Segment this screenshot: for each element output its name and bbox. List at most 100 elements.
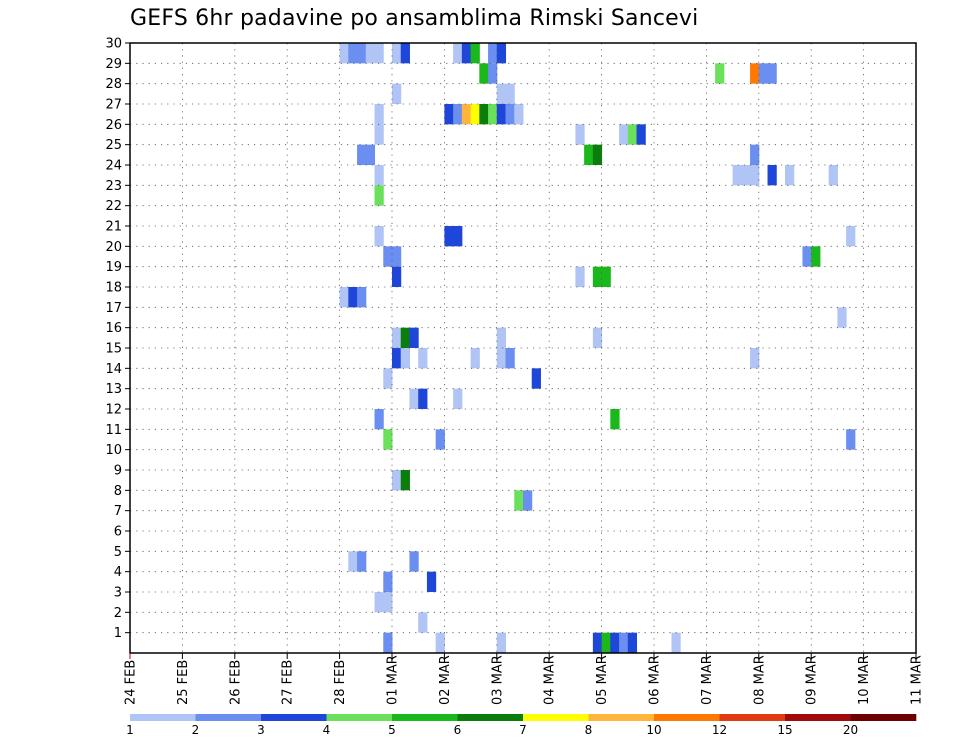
x-tick-label: 27 FEB	[281, 660, 296, 705]
chart-title: GEFS 6hr padavine po ansamblima Rimski S…	[130, 6, 699, 31]
heatmap-cell	[426, 571, 437, 592]
y-tick-label: 27	[105, 98, 122, 113]
heatmap-cell	[750, 144, 760, 165]
heatmap-cell	[374, 409, 384, 430]
colorbar-segment	[588, 714, 655, 721]
y-tick-label: 4	[114, 565, 122, 580]
heatmap-cell	[400, 470, 410, 491]
heatmap-cell	[828, 165, 838, 186]
heatmap-cell	[453, 388, 463, 409]
heatmap-cell	[383, 368, 393, 389]
x-tick-label: 24 FEB	[124, 660, 139, 705]
x-tick-label: 02 MAR	[438, 655, 453, 705]
heatmap-cell	[767, 63, 777, 84]
colorbar-segment	[654, 714, 720, 721]
heatmap-cell	[357, 43, 367, 64]
heatmap-cell	[374, 104, 384, 125]
heatmap-cell	[374, 226, 384, 247]
y-tick-label: 30	[105, 37, 122, 52]
heatmap-cell	[374, 185, 384, 206]
heatmap-cell	[383, 246, 393, 267]
heatmap-cell	[453, 104, 463, 125]
heatmap-cell	[505, 348, 515, 369]
colorbar-label: 4	[323, 723, 331, 737]
heatmap-cell	[785, 165, 795, 186]
heatmap-cell	[365, 43, 376, 64]
y-tick-label: 5	[114, 545, 122, 560]
heatmap-cell	[846, 226, 856, 247]
colorbar-label: 5	[388, 723, 396, 737]
heatmap-cell	[392, 327, 402, 348]
heatmap-cell	[357, 287, 367, 308]
y-axis-ticks: 1234567891011121314151617181920212223242…	[105, 37, 130, 641]
colorbar-label: 15	[777, 723, 792, 737]
heatmap-cell	[435, 429, 445, 450]
colorbar-segment	[785, 714, 851, 721]
heatmap-cell	[837, 307, 847, 328]
y-tick-label: 13	[105, 382, 122, 397]
heatmap-cell	[496, 43, 507, 64]
heatmap-cell	[357, 144, 367, 165]
heatmap-cells	[339, 43, 856, 653]
y-tick-label: 8	[114, 484, 122, 499]
colorbar-label: 7	[519, 723, 527, 737]
heatmap-cell	[392, 470, 402, 491]
heatmap-cell	[592, 632, 603, 653]
heatmap-cell	[435, 632, 445, 653]
y-tick-label: 9	[114, 464, 122, 479]
colorbar-segment	[261, 714, 327, 721]
heatmap-cell	[409, 388, 419, 409]
heatmap-cell	[715, 63, 725, 84]
heatmap-cell	[802, 246, 812, 267]
heatmap-cell	[409, 327, 419, 348]
colorbar-segment	[850, 714, 917, 721]
heatmap-cell	[488, 43, 498, 64]
heatmap-cell	[767, 165, 777, 186]
y-tick-label: 22	[105, 199, 122, 214]
heatmap-cell	[601, 266, 611, 287]
x-tick-label: 05 MAR	[595, 655, 610, 705]
heatmap-cell	[374, 592, 384, 613]
heatmap-cell	[514, 490, 524, 511]
y-tick-label: 25	[105, 138, 122, 153]
heatmap-cell	[496, 83, 507, 104]
heatmap-cell	[619, 124, 629, 145]
y-tick-label: 19	[105, 260, 122, 275]
heatmap-cell	[383, 571, 393, 592]
heatmap-cell	[636, 124, 646, 145]
x-tick-label: 11 MAR	[910, 655, 925, 705]
heatmap-cell	[339, 287, 349, 308]
colorbar-label: 10	[646, 723, 661, 737]
heatmap-cell	[383, 592, 393, 613]
heatmap-cell	[488, 63, 498, 84]
heatmap-cell	[575, 266, 585, 287]
colorbar-segment	[523, 714, 589, 721]
y-tick-label: 21	[105, 220, 122, 235]
colorbar-label: 20	[843, 723, 858, 737]
heatmap-cell	[488, 104, 498, 125]
heatmap-cell	[400, 43, 410, 64]
y-tick-label: 16	[105, 321, 122, 336]
heatmap-cell	[383, 632, 393, 653]
heatmap-cell	[461, 104, 472, 125]
heatmap-cell	[392, 348, 402, 369]
heatmap-cell	[400, 327, 410, 348]
heatmap-cell	[470, 43, 480, 64]
heatmap-cell	[750, 348, 760, 369]
heatmap-cell	[461, 43, 472, 64]
heatmap-cell	[479, 104, 489, 125]
colorbar-label: 6	[454, 723, 462, 737]
heatmap-cell	[531, 368, 541, 389]
x-axis-ticks: 24 FEB 25 FEB 26 FEB 27 FEB 28 FEB 01 MAR 02 M…	[124, 653, 925, 705]
heatmap-cell	[496, 327, 507, 348]
colorbar-label: 1	[126, 723, 134, 737]
x-tick-label: 10 MAR	[857, 655, 872, 705]
colorbar-label: 2	[192, 723, 200, 737]
heatmap-cell	[365, 144, 376, 165]
heatmap-cell	[741, 165, 751, 186]
colorbar-segment	[719, 714, 786, 721]
heatmap-cell	[479, 63, 489, 84]
heatmap-cell	[409, 551, 419, 572]
heatmap-cell	[592, 327, 603, 348]
heatmap-cell	[453, 226, 463, 247]
